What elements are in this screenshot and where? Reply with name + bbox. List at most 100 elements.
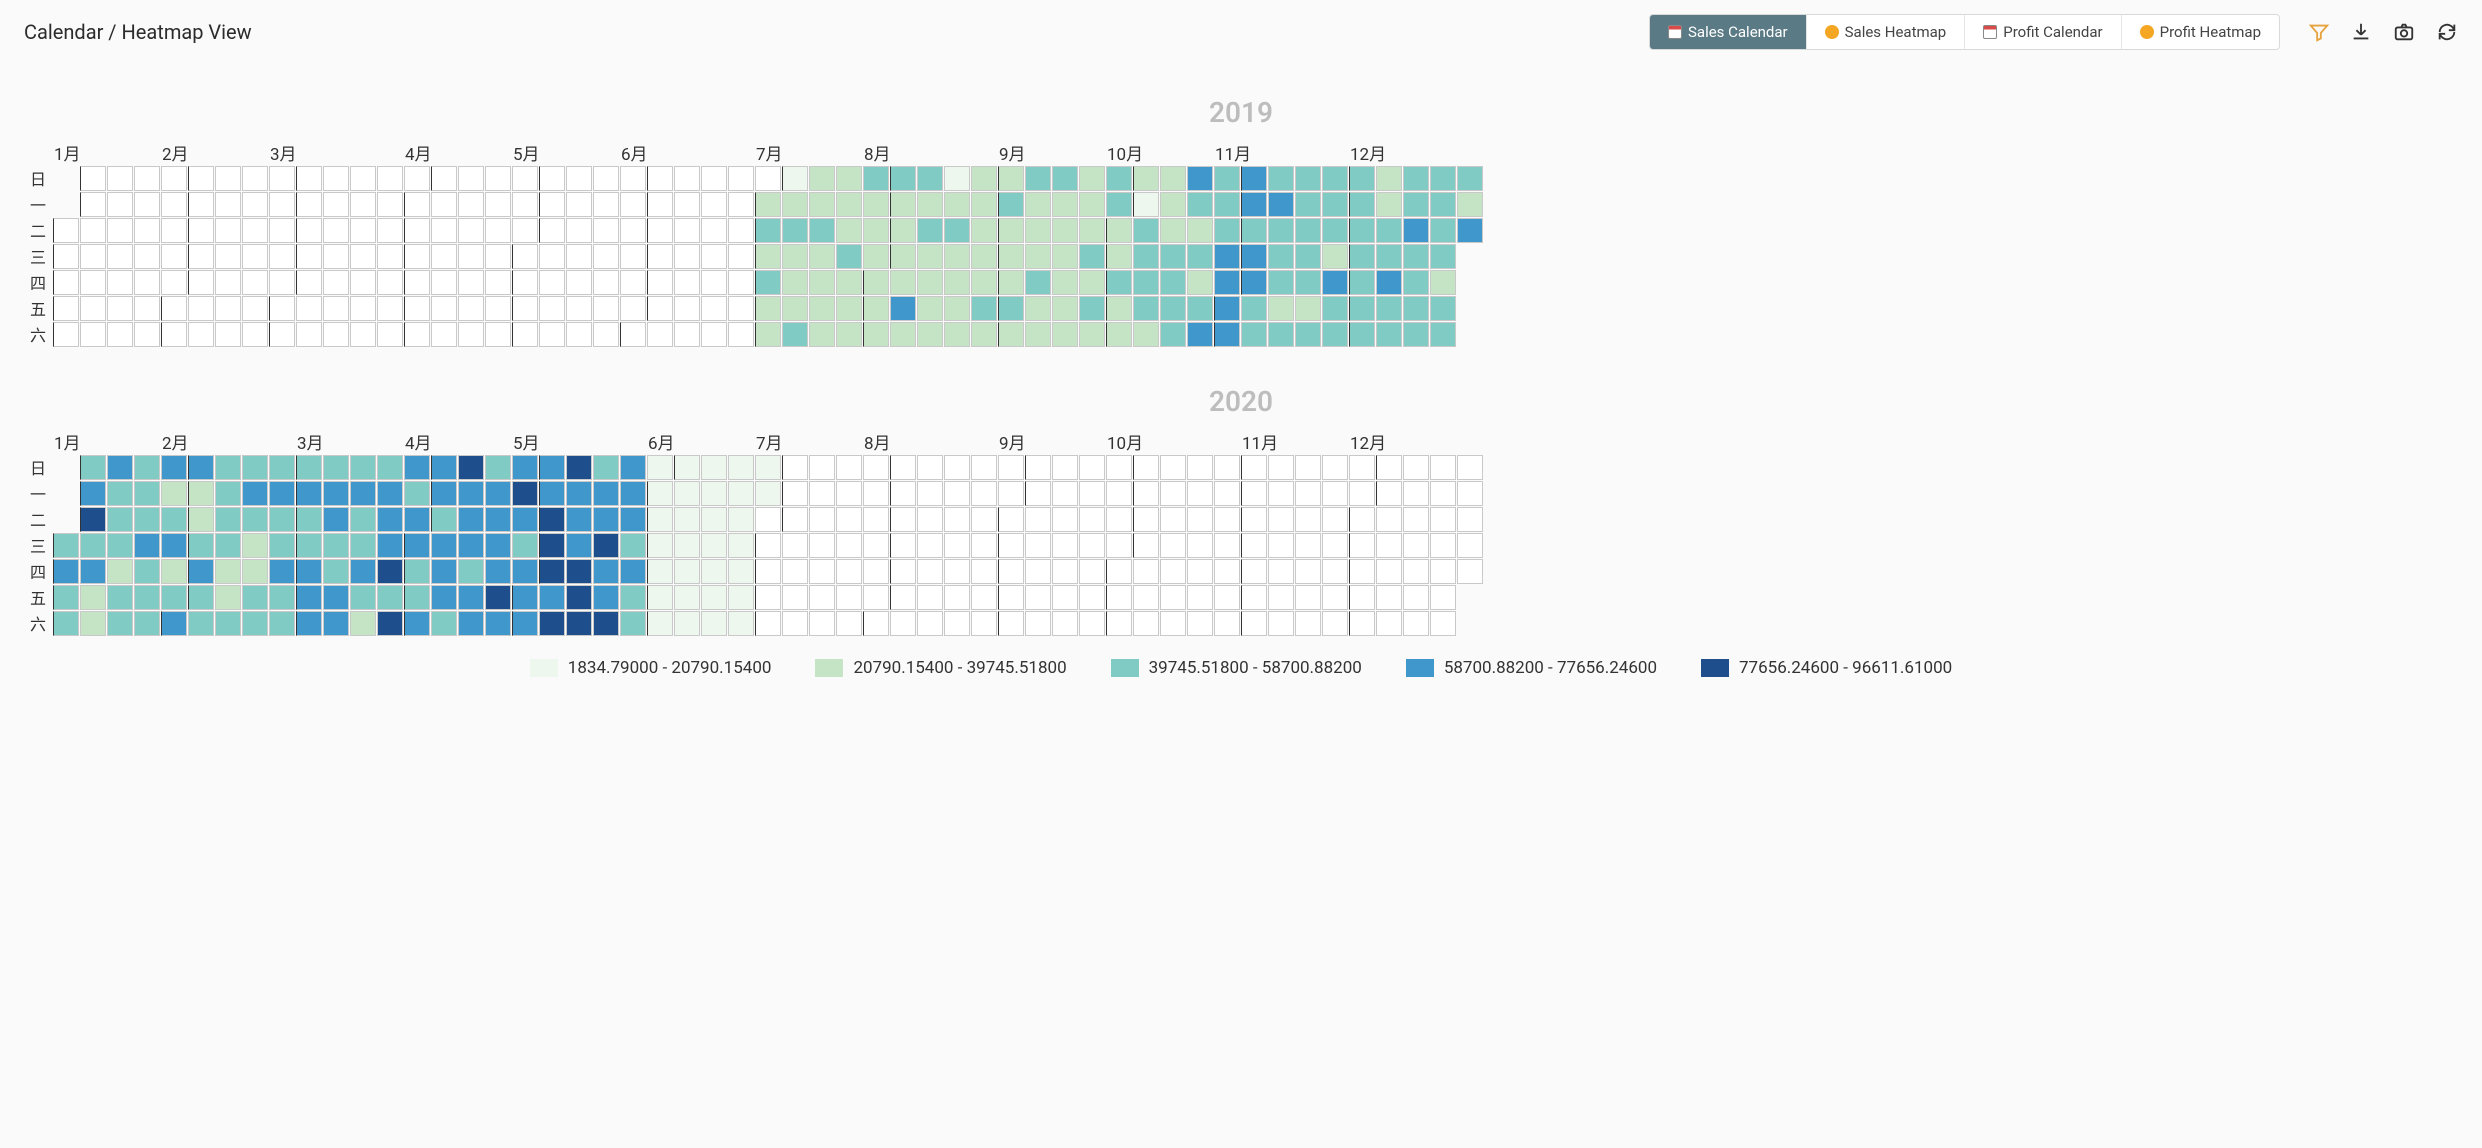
- day-cell[interactable]: [1160, 166, 1186, 191]
- day-cell[interactable]: [1241, 507, 1267, 532]
- day-cell[interactable]: [1079, 455, 1105, 480]
- day-cell[interactable]: [998, 507, 1024, 532]
- day-cell[interactable]: [1025, 611, 1051, 636]
- day-cell[interactable]: [1241, 218, 1267, 243]
- day-cell[interactable]: [809, 166, 835, 191]
- day-cell[interactable]: [917, 166, 943, 191]
- day-cell[interactable]: [458, 559, 484, 584]
- day-cell[interactable]: [971, 166, 997, 191]
- day-cell[interactable]: [485, 585, 511, 610]
- day-cell[interactable]: [80, 322, 106, 347]
- day-cell[interactable]: [161, 585, 187, 610]
- day-cell[interactable]: [701, 218, 727, 243]
- day-cell[interactable]: [1106, 481, 1132, 506]
- day-cell[interactable]: [1376, 481, 1402, 506]
- day-cell[interactable]: [1025, 166, 1051, 191]
- day-cell[interactable]: [269, 507, 295, 532]
- day-cell[interactable]: [836, 585, 862, 610]
- day-cell[interactable]: [134, 270, 160, 295]
- day-cell[interactable]: [1403, 270, 1429, 295]
- day-cell[interactable]: [1268, 507, 1294, 532]
- day-cell[interactable]: [377, 559, 403, 584]
- day-cell[interactable]: [1241, 559, 1267, 584]
- day-cell[interactable]: [944, 611, 970, 636]
- day-cell[interactable]: [755, 559, 781, 584]
- day-cell[interactable]: [350, 166, 376, 191]
- day-cell[interactable]: [647, 533, 673, 558]
- day-cell[interactable]: [971, 507, 997, 532]
- day-cell[interactable]: [350, 559, 376, 584]
- day-cell[interactable]: [971, 322, 997, 347]
- day-cell[interactable]: [350, 270, 376, 295]
- day-cell[interactable]: [377, 322, 403, 347]
- day-cell[interactable]: [80, 192, 106, 217]
- day-cell[interactable]: [782, 611, 808, 636]
- day-cell[interactable]: [1133, 559, 1159, 584]
- day-cell[interactable]: [728, 192, 754, 217]
- day-cell[interactable]: [647, 296, 673, 321]
- day-cell[interactable]: [593, 296, 619, 321]
- day-cell[interactable]: [593, 559, 619, 584]
- day-cell[interactable]: [404, 533, 430, 558]
- day-cell[interactable]: [836, 166, 862, 191]
- day-cell[interactable]: [323, 481, 349, 506]
- day-cell[interactable]: [1079, 611, 1105, 636]
- day-cell[interactable]: [296, 270, 322, 295]
- day-cell[interactable]: [296, 559, 322, 584]
- day-cell[interactable]: [674, 611, 700, 636]
- day-cell[interactable]: [539, 192, 565, 217]
- day-cell[interactable]: [971, 481, 997, 506]
- day-cell[interactable]: [620, 481, 646, 506]
- day-cell[interactable]: [1025, 192, 1051, 217]
- day-cell[interactable]: [782, 218, 808, 243]
- day-cell[interactable]: [1295, 507, 1321, 532]
- day-cell[interactable]: [971, 218, 997, 243]
- day-cell[interactable]: [458, 296, 484, 321]
- day-cell[interactable]: [755, 533, 781, 558]
- day-cell[interactable]: [998, 166, 1024, 191]
- day-cell[interactable]: [80, 270, 106, 295]
- day-cell[interactable]: [1349, 507, 1375, 532]
- day-cell[interactable]: [566, 296, 592, 321]
- day-cell[interactable]: [431, 559, 457, 584]
- day-cell[interactable]: [836, 218, 862, 243]
- day-cell[interactable]: [809, 611, 835, 636]
- day-cell[interactable]: [917, 192, 943, 217]
- day-cell[interactable]: [161, 507, 187, 532]
- day-cell[interactable]: [728, 559, 754, 584]
- day-cell[interactable]: [1322, 296, 1348, 321]
- day-cell[interactable]: [890, 611, 916, 636]
- day-cell[interactable]: [188, 507, 214, 532]
- day-cell[interactable]: [350, 218, 376, 243]
- day-cell[interactable]: [1079, 481, 1105, 506]
- day-cell[interactable]: [944, 507, 970, 532]
- day-cell[interactable]: [863, 192, 889, 217]
- day-cell[interactable]: [188, 533, 214, 558]
- day-cell[interactable]: [566, 218, 592, 243]
- day-cell[interactable]: [620, 559, 646, 584]
- day-cell[interactable]: [269, 166, 295, 191]
- day-cell[interactable]: [1214, 322, 1240, 347]
- day-cell[interactable]: [1349, 481, 1375, 506]
- day-cell[interactable]: [134, 166, 160, 191]
- day-cell[interactable]: [674, 270, 700, 295]
- day-cell[interactable]: [377, 244, 403, 269]
- day-cell[interactable]: [998, 559, 1024, 584]
- day-cell[interactable]: [1052, 559, 1078, 584]
- day-cell[interactable]: [1214, 481, 1240, 506]
- day-cell[interactable]: [1403, 611, 1429, 636]
- day-cell[interactable]: [809, 192, 835, 217]
- day-cell[interactable]: [404, 507, 430, 532]
- day-cell[interactable]: [431, 166, 457, 191]
- day-cell[interactable]: [890, 296, 916, 321]
- tab-sales-heatmap[interactable]: Sales Heatmap: [1807, 15, 1966, 49]
- day-cell[interactable]: [485, 507, 511, 532]
- day-cell[interactable]: [512, 296, 538, 321]
- day-cell[interactable]: [1025, 296, 1051, 321]
- day-cell[interactable]: [458, 585, 484, 610]
- day-cell[interactable]: [1430, 166, 1456, 191]
- day-cell[interactable]: [431, 244, 457, 269]
- day-cell[interactable]: [1160, 455, 1186, 480]
- day-cell[interactable]: [1052, 270, 1078, 295]
- day-cell[interactable]: [863, 481, 889, 506]
